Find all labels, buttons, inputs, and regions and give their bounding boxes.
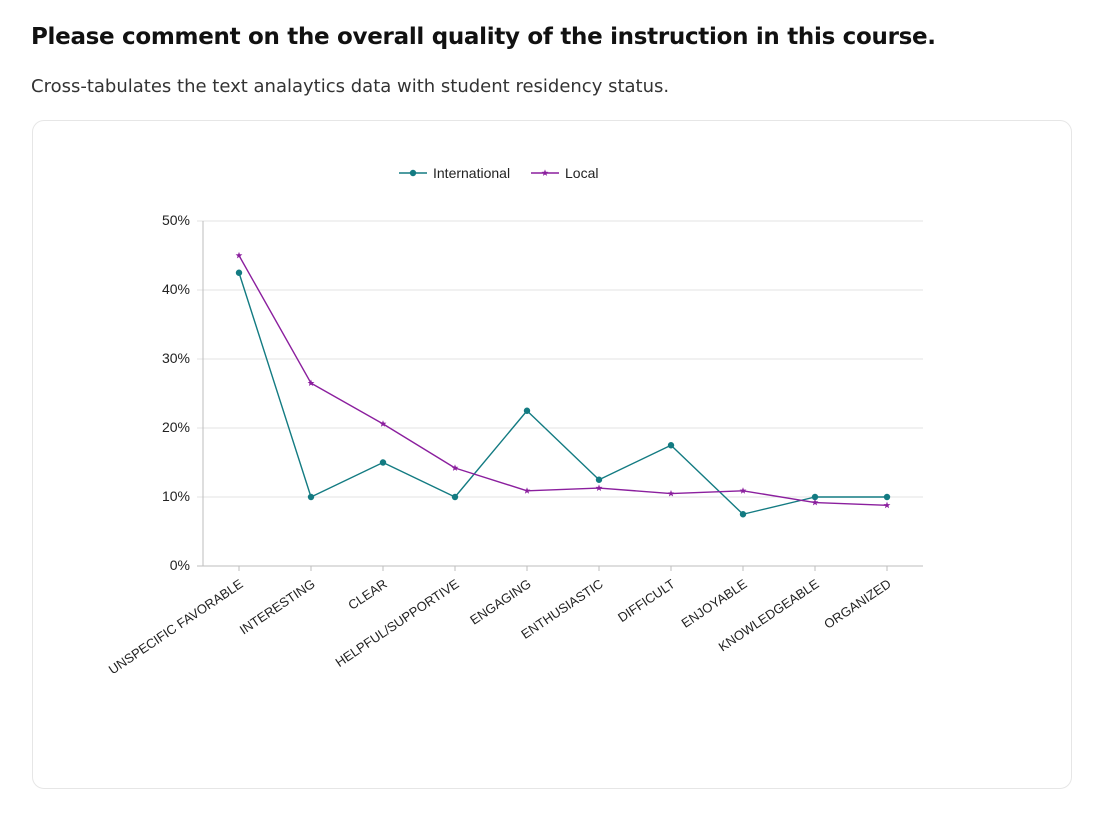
data-point-local [235, 251, 243, 259]
data-point-local [739, 487, 747, 494]
page-subtitle: Cross-tabulates the text analaytics data… [31, 76, 670, 97]
data-point-international [811, 493, 819, 501]
y-tick-label: 40% [162, 281, 190, 297]
data-point-international [451, 493, 459, 501]
data-point-local [379, 420, 387, 427]
legend-marker-international [409, 169, 417, 177]
data-point-international [235, 269, 243, 276]
chart-card: 0% 10% 20% 30% 40% 50% UNSPECIFIC FAVORABLE INT… [32, 120, 1072, 789]
page-title: Please comment on the overall quality of… [31, 24, 936, 50]
y-tick-label: 30% [162, 350, 190, 366]
x-tick-label: ENGAGING [467, 576, 533, 628]
series-line-local [238, 255, 888, 506]
data-point-international [307, 493, 315, 501]
x-tick-label: HELPFUL/SUPPORTIVE [332, 576, 461, 670]
x-tick-label: CLEAR [345, 576, 389, 613]
x-tick-label: INTERESTING [237, 576, 318, 637]
legend-label-international: International [433, 165, 510, 181]
x-tick-label: ENJOYABLE [679, 576, 750, 631]
data-point-local [523, 487, 531, 494]
series-line-international [238, 272, 887, 515]
data-point-international [595, 476, 603, 483]
data-point-international [379, 459, 387, 466]
legend-label-local: Local [565, 165, 598, 181]
legend-marker-local [541, 169, 549, 176]
data-point-local [595, 484, 603, 491]
gridlines [197, 220, 923, 567]
y-tick-label: 20% [162, 419, 190, 435]
y-tick-label: 50% [162, 212, 190, 228]
x-tick-label: DIFFICULT [615, 576, 678, 625]
y-tick-label: 10% [162, 488, 190, 504]
data-point-local [451, 464, 459, 471]
data-point-local [667, 489, 675, 497]
x-tick-label: UNSPECIFIC FAVORABLE [106, 576, 246, 677]
y-tick-label: 0% [170, 557, 190, 573]
data-point-international [883, 493, 891, 501]
data-point-local [811, 498, 819, 506]
data-point-local [307, 379, 315, 387]
data-point-international [739, 511, 747, 518]
data-point-international [523, 407, 531, 414]
line-chart: 0% 10% 20% 30% 40% 50% UNSPECIFIC FAVORABLEINT… [106, 165, 923, 677]
data-point-local [883, 501, 891, 509]
x-tick-label: ORGANIZED [821, 576, 893, 632]
data-point-international [667, 442, 675, 449]
